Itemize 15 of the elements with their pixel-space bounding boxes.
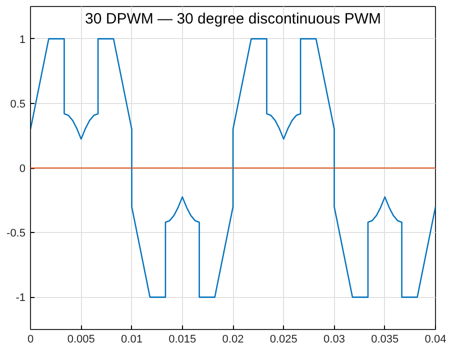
y-tick-label: -1 (16, 292, 26, 304)
chart-title: 30 DPWM — 30 degree discontinuous PWM (85, 10, 381, 28)
x-tick-label: 0 (27, 334, 34, 345)
x-tick-label: 0.02 (222, 334, 244, 345)
y-tick-label: -0.5 (6, 228, 26, 240)
y-tick-label: 1 (19, 34, 26, 46)
x-tick-label: 0.04 (424, 334, 446, 345)
x-tick-label: 0.035 (371, 334, 399, 345)
x-tick-label: 0.015 (168, 334, 196, 345)
y-tick-label: 0 (19, 163, 26, 175)
x-tick-label: 0.03 (324, 334, 345, 345)
y-tick-label: 0.5 (10, 98, 26, 110)
x-tick-label: 0.005 (67, 334, 95, 345)
x-tick-label: 0.025 (270, 334, 298, 345)
x-tick-label: 0.01 (121, 334, 142, 345)
